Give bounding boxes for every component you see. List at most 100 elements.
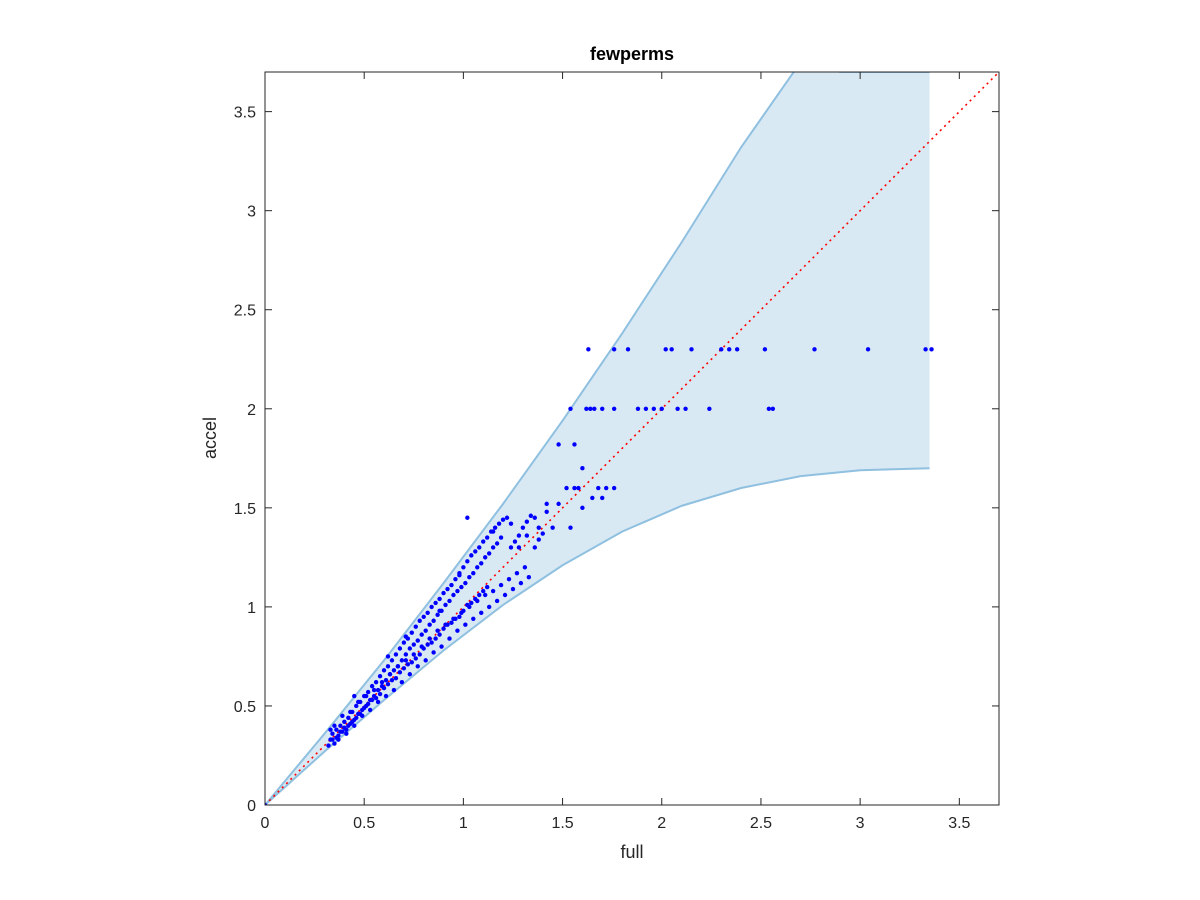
data-point — [556, 501, 561, 507]
x-tick-label: 2.5 — [750, 815, 772, 832]
data-point — [486, 604, 492, 610]
data-point — [431, 618, 436, 623]
data-point — [473, 549, 478, 554]
data-point — [481, 588, 486, 594]
data-point — [484, 584, 490, 590]
data-point — [635, 406, 641, 411]
data-point — [425, 642, 430, 647]
data-point — [865, 347, 871, 352]
data-point — [415, 638, 420, 643]
data-point — [361, 705, 367, 711]
data-point — [510, 586, 516, 592]
data-point — [352, 723, 357, 728]
data-point — [421, 646, 426, 651]
data-point — [447, 598, 452, 604]
data-point — [407, 646, 413, 651]
data-point — [393, 652, 399, 657]
data-point — [508, 521, 514, 526]
data-point — [532, 545, 537, 550]
data-point — [471, 616, 476, 621]
data-point — [445, 586, 450, 592]
data-point — [429, 640, 434, 645]
data-point — [484, 535, 490, 540]
y-tick-label: 3.5 — [234, 105, 256, 122]
data-point — [923, 347, 928, 352]
data-point — [659, 406, 664, 411]
data-point — [447, 636, 452, 641]
data-point — [734, 347, 740, 352]
data-point — [421, 614, 426, 619]
data-point — [389, 658, 395, 663]
data-point — [477, 592, 482, 598]
data-point — [689, 347, 694, 352]
data-point — [423, 658, 428, 663]
data-point — [520, 525, 526, 530]
data-point — [461, 608, 466, 614]
data-point — [449, 582, 454, 588]
data-point — [506, 576, 512, 582]
data-point — [528, 513, 534, 518]
data-point — [812, 347, 817, 352]
data-point — [586, 347, 591, 352]
data-point — [377, 691, 383, 697]
y-tick-label: 1 — [247, 600, 256, 617]
data-point — [383, 677, 389, 683]
band-lower-edge — [265, 467, 930, 805]
data-point — [403, 658, 409, 663]
data-point — [326, 743, 331, 748]
data-point — [465, 559, 470, 564]
data-point — [473, 596, 478, 602]
data-point — [496, 521, 502, 526]
data-point — [465, 515, 470, 520]
data-point — [342, 719, 347, 724]
data-point — [427, 636, 432, 641]
data-point — [407, 672, 413, 677]
data-point — [334, 727, 339, 732]
data-point — [352, 693, 357, 699]
data-point — [375, 699, 381, 705]
data-point — [381, 685, 387, 691]
data-point — [389, 677, 395, 683]
data-point — [417, 618, 422, 623]
data-point — [385, 654, 391, 659]
data-point — [439, 644, 444, 649]
data-point — [365, 689, 371, 695]
data-point — [441, 626, 446, 631]
data-point — [580, 466, 585, 471]
y-tick-label: 0 — [247, 798, 256, 815]
data-point — [522, 565, 528, 570]
x-axis-label: full — [620, 842, 643, 862]
data-point — [467, 574, 472, 580]
data-point — [463, 580, 468, 586]
data-point — [498, 582, 504, 588]
data-point — [340, 713, 345, 719]
data-point — [437, 596, 442, 602]
data-point — [461, 565, 466, 570]
y-tick-label: 1.5 — [234, 501, 256, 518]
data-point — [401, 666, 407, 671]
axes: 0 0.5 1 1.5 2 2.5 3 3.5 0 0.5 1 1.5 2 2.5 3 3.5 — [234, 71, 1000, 832]
data-point — [367, 707, 373, 713]
data-point — [576, 485, 581, 491]
data-point — [413, 656, 418, 661]
data-point — [514, 571, 520, 576]
data-point — [504, 515, 510, 520]
data-point — [707, 406, 712, 411]
data-point — [365, 701, 371, 707]
data-point — [536, 537, 541, 542]
data-point — [471, 571, 476, 576]
data-point — [604, 485, 609, 491]
data-point — [371, 687, 377, 693]
data-point — [556, 442, 561, 447]
data-point — [479, 561, 484, 566]
x-tick-label: 3 — [856, 815, 865, 832]
data-point — [344, 731, 349, 736]
data-point — [405, 662, 411, 667]
data-point — [334, 735, 339, 740]
data-point — [929, 347, 934, 352]
data-point — [391, 687, 397, 693]
data-point — [463, 622, 468, 627]
data-point — [762, 347, 768, 352]
data-point — [369, 697, 375, 703]
data-point — [540, 531, 545, 536]
